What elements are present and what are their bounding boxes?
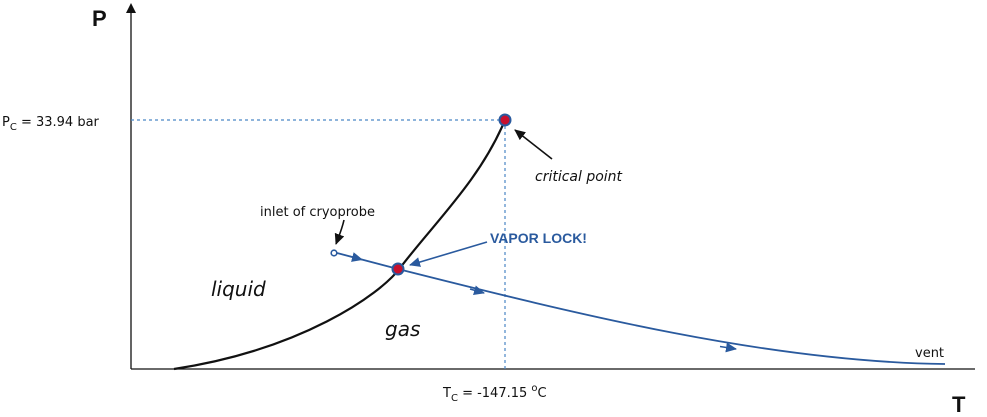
flow-direction-arrow-2: [469, 285, 485, 296]
flow-vent-path: [397, 268, 946, 365]
tc-label: TC = -147.15 oC: [442, 383, 547, 404]
flow-inlet-segment: [336, 252, 399, 270]
vapor-lock-pointer: [409, 241, 488, 267]
inlet-label: inlet of cryoprobe: [260, 205, 375, 220]
critical-point-label: critical point: [535, 169, 623, 185]
critical-point-pointer: [514, 129, 553, 160]
vapor-pressure-curve: [173, 119, 507, 371]
inlet-point-marker: [330, 249, 338, 257]
gas-region-label: gas: [385, 317, 420, 341]
x-axis-letter: T: [952, 392, 966, 417]
vent-label: vent: [915, 346, 944, 361]
critical-point-marker: [498, 113, 512, 127]
vapor-lock-label: VAPOR LOCK!: [490, 230, 587, 246]
inlet-pointer: [334, 219, 345, 245]
flow-direction-arrow-1: [349, 252, 363, 262]
vapor-lock-point: [391, 262, 405, 276]
pc-label: PC = 33.94 bar: [2, 115, 100, 133]
liquid-region-label: liquid: [211, 277, 266, 301]
flow-direction-arrow-3: [719, 342, 737, 353]
y-axis-letter: P: [92, 6, 107, 31]
